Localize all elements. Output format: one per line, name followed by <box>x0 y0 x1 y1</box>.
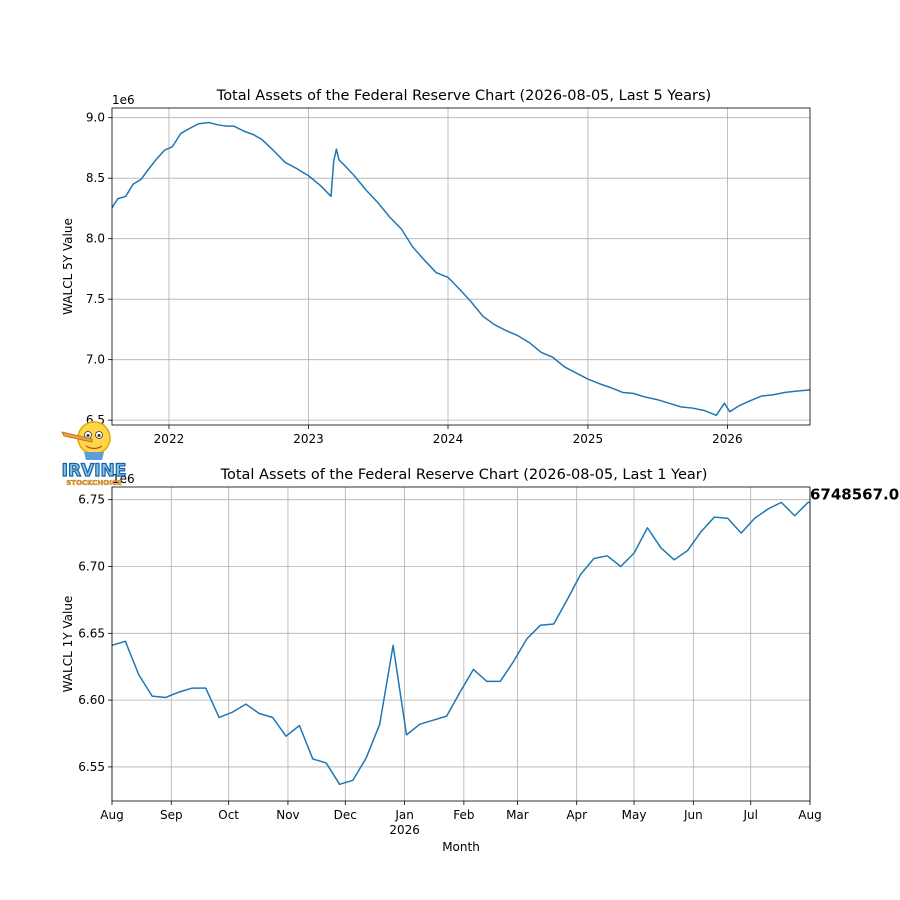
x-tick-label: 2023 <box>293 432 324 446</box>
y-tick-label: 7.5 <box>86 292 105 306</box>
y-tick-label: 6.60 <box>78 693 105 707</box>
x-tick-label: Mar <box>506 808 529 822</box>
x-tick-label: Sep <box>160 808 183 822</box>
x-tick-label: Apr <box>566 808 587 822</box>
x-tick-label: 2026 <box>712 432 743 446</box>
chart-title: Total Assets of the Federal Reserve Char… <box>220 467 708 483</box>
x-tick-label: Dec <box>334 808 357 822</box>
y-tick-label: 6.75 <box>78 493 105 507</box>
x-tick-label: Oct <box>218 808 239 822</box>
x-tick-label: Nov <box>276 808 299 822</box>
y-tick-label: 6.70 <box>78 560 105 574</box>
x-tick-label: Jan <box>394 808 414 822</box>
y-tick-label: 8.5 <box>86 171 105 185</box>
x-tick-label: May <box>622 808 647 822</box>
series-line <box>112 121 810 417</box>
y-axis-label: WALCL 1Y Value <box>61 596 75 693</box>
y-tick-label: 7.0 <box>86 353 105 367</box>
y-tick-label: 8.0 <box>86 232 105 246</box>
chart-title: Total Assets of the Federal Reserve Char… <box>216 88 711 104</box>
chart-2: 6.55 6.60 6.65 6.70 6.75 Aug Sep Oct Nov Dec Jan Fe… <box>61 467 899 854</box>
x-tick-label: Aug <box>798 808 821 822</box>
axes-frame <box>111 107 811 426</box>
svg-text:IRVINE: IRVINE <box>62 461 127 481</box>
y-offset-text: 1e6 <box>112 93 135 107</box>
logo-mascot-icon: IRVINE STOCKCHOICE <box>61 421 127 487</box>
x-tick-label: Jun <box>683 808 703 822</box>
y-axis-label: WALCL 5Y Value <box>61 218 75 315</box>
x-axis-label: Month <box>442 840 480 854</box>
y-offset-text: 1e6 <box>112 472 135 486</box>
series-line <box>112 501 810 786</box>
x-tick-label: Jul <box>742 808 757 822</box>
last-value-label: 6748567.0 <box>810 485 899 503</box>
y-tick-label: 6.55 <box>78 760 105 774</box>
x-tick-label: 2024 <box>433 432 464 446</box>
x-tick-label: Feb <box>453 808 474 822</box>
y-tick-label: 9.0 <box>86 111 105 125</box>
axes-frame <box>111 486 811 802</box>
x-year-label: 2026 <box>389 823 420 837</box>
svg-text:STOCKCHOICE: STOCKCHOICE <box>66 479 122 487</box>
y-tick-label: 6.65 <box>78 626 105 640</box>
x-tick-label: 2022 <box>154 432 185 446</box>
irvine-stockchoice-logo: IRVINE STOCKCHOICE <box>56 408 132 488</box>
x-tick-label: Aug <box>100 808 123 822</box>
x-tick-label: 2025 <box>573 432 604 446</box>
